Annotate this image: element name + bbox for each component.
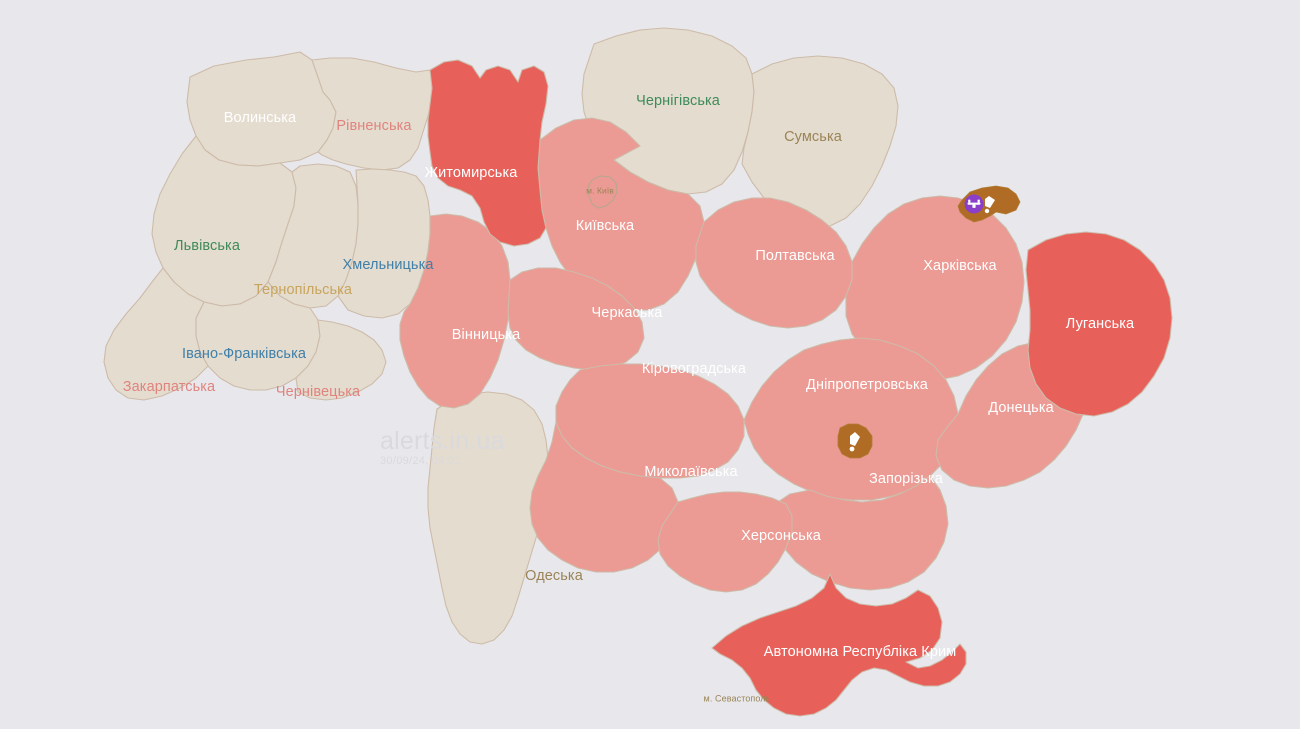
region-label-odesa: Одеська xyxy=(525,568,584,584)
missile-alert-badge[interactable] xyxy=(849,432,860,452)
alert-regions-layer[interactable] xyxy=(399,117,1089,593)
region-sumy[interactable] xyxy=(741,55,899,229)
alert-badges-layer[interactable] xyxy=(849,194,995,452)
kupiansk-secondary-icon xyxy=(984,196,995,214)
region-volyn[interactable] xyxy=(186,51,337,167)
region-odesa[interactable] xyxy=(427,391,549,645)
region-zakarpattia[interactable] xyxy=(103,267,209,401)
region-dnipro[interactable] xyxy=(743,337,959,501)
region-vinnytsia[interactable] xyxy=(399,213,511,409)
missile-icon xyxy=(849,432,860,452)
drone-icon xyxy=(967,199,981,208)
region-crimea[interactable] xyxy=(711,573,967,717)
region-poltava[interactable] xyxy=(695,197,853,329)
city-outlines-layer xyxy=(587,175,618,209)
region-rivne[interactable] xyxy=(311,57,435,171)
region-kyiv[interactable] xyxy=(537,117,705,311)
region-luhansk[interactable] xyxy=(1025,231,1173,417)
region-zhytomyr[interactable] xyxy=(427,59,549,247)
region-kherson[interactable] xyxy=(657,491,793,593)
drone-alert-badge[interactable] xyxy=(964,194,984,214)
region-cherkasy[interactable] xyxy=(507,267,645,371)
strong-alert-regions-layer[interactable] xyxy=(427,59,1173,717)
kyiv-city-outline xyxy=(587,175,618,209)
region-mykolaiv[interactable] xyxy=(529,421,679,573)
region-chernivtsi[interactable] xyxy=(295,319,387,401)
